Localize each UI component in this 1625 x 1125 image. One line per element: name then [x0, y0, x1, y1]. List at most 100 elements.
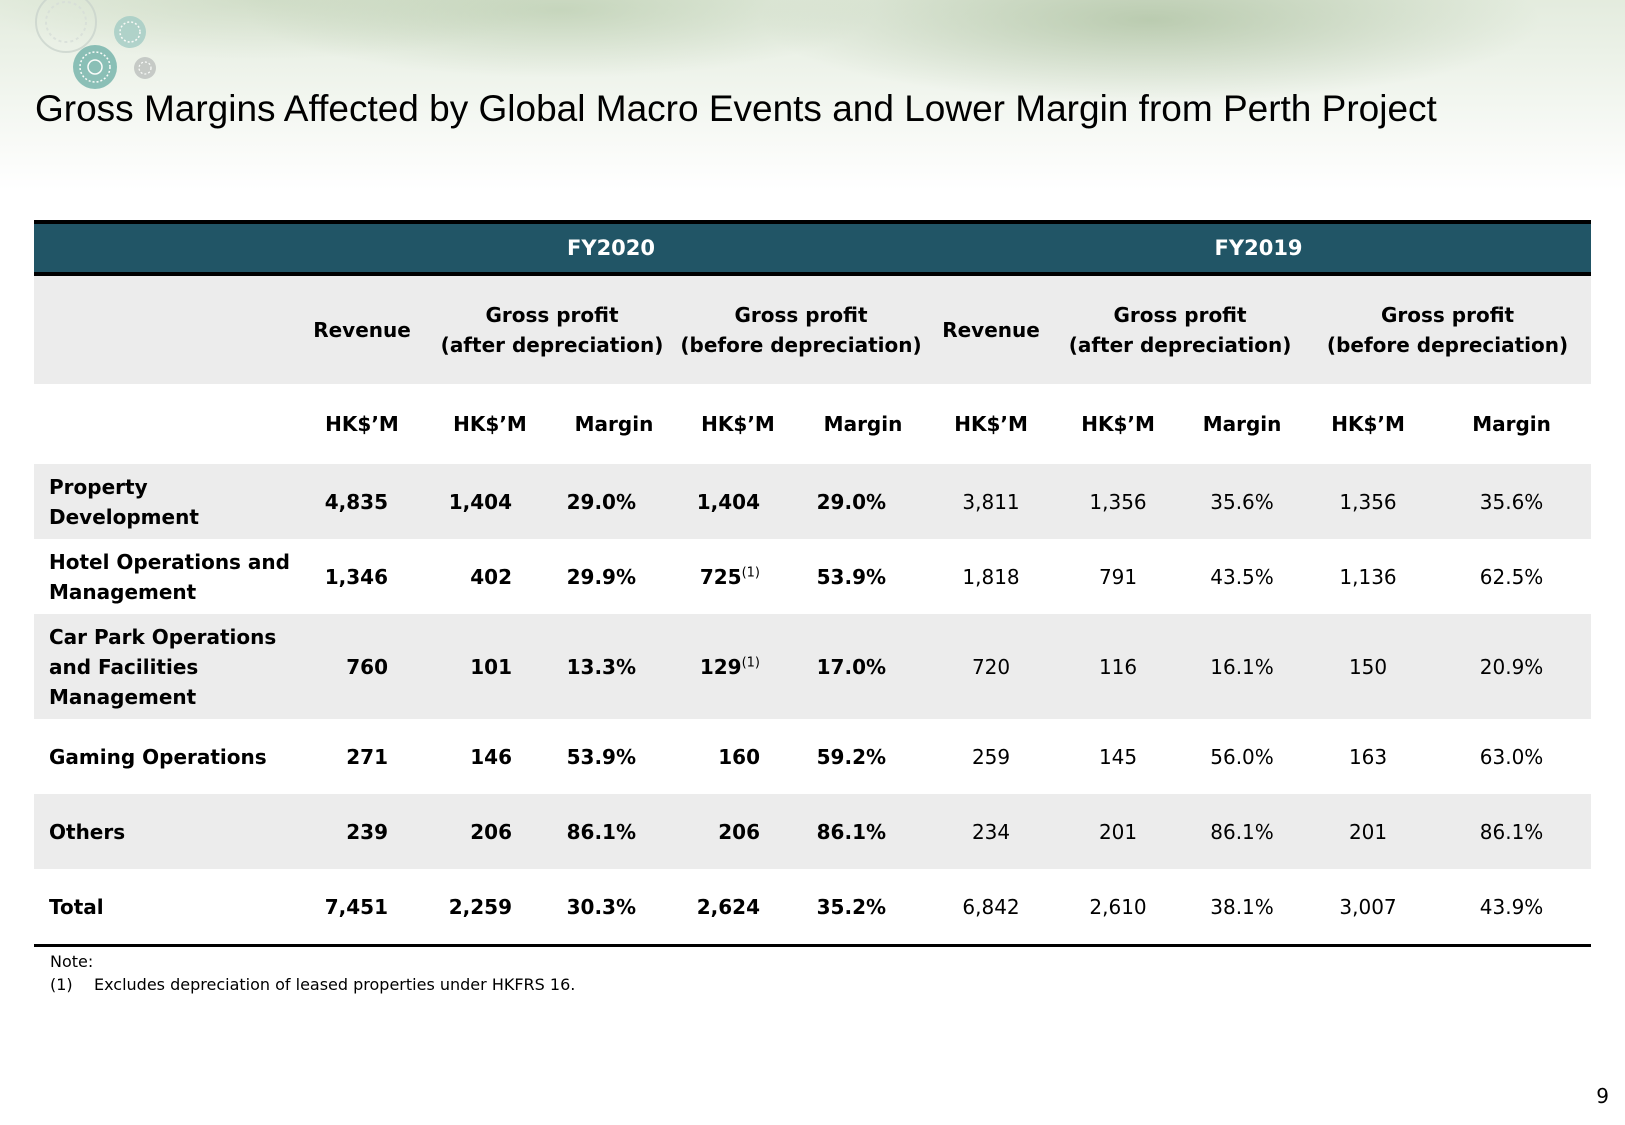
- row-label: Property Development: [34, 464, 296, 539]
- fy2019-margin-after-cell: 56.0%: [1210, 744, 1274, 769]
- fy2020-revenue-header: Revenue: [296, 274, 428, 384]
- fy2019-margin-before-cell: 86.1%: [1432, 794, 1592, 869]
- note-item: (1) Excludes depreciation of leased prope…: [50, 973, 575, 996]
- footnote-block: Note: (1) Excludes depreciation of leased…: [50, 950, 575, 996]
- fy2019-revenue-cell: 234: [926, 794, 1057, 869]
- total-row: Total 7,451 2,259 30.3% 2,624 35.2% 6,84…: [34, 869, 1592, 947]
- fy2020-revenue-cell: 239: [296, 794, 428, 869]
- fy2019-gp-before-cell: 1,356: [1304, 464, 1433, 539]
- fy2019-revenue-cell: 6,842: [926, 869, 1057, 947]
- fy2020-gp-before-cell: 725(1): [699, 564, 760, 589]
- table-row: Property Development 4,835 1,404 29.0% 1,…: [34, 464, 1592, 539]
- unit-header: HK$’M: [926, 384, 1057, 464]
- fy2020-revenue-cell: 4,835: [296, 464, 428, 539]
- fy2020-header: FY2020: [296, 220, 927, 276]
- row-label: Total: [34, 869, 296, 947]
- margin-header: Margin: [800, 384, 927, 464]
- gross-margin-table: FY2020 FY2019 Revenue Gross profit (after…: [34, 220, 1592, 947]
- fy2019-gp-before-cell: 150: [1304, 614, 1433, 719]
- company-logo-icon: [35, 0, 156, 89]
- unit-header: HK$’M: [1304, 384, 1433, 464]
- unit-header: HK$’M: [428, 384, 552, 464]
- fy2019-margin-before-cell: 20.9%: [1432, 614, 1592, 719]
- fy2020-revenue-cell: 7,451: [296, 869, 428, 947]
- fy2019-gp-after-cell: 145: [1098, 744, 1138, 769]
- fy2020-gp-before-cell: 2,624: [676, 869, 800, 947]
- fy2019-gp-before-header: Gross profit (before depreciation): [1304, 274, 1592, 384]
- fy2019-margin-after-cell: 16.1%: [1180, 614, 1305, 719]
- fy2019-gp-after-cell: 2,610: [1056, 869, 1181, 947]
- fy2019-gp-before-cell: 163: [1348, 744, 1388, 769]
- fy2019-revenue-cell: 720: [926, 614, 1057, 719]
- fy2019-margin-after-cell: 86.1%: [1180, 794, 1305, 869]
- fy2020-margin-after-cell: 86.1%: [552, 794, 676, 869]
- fy2019-gp-before-cell: 1,136: [1339, 564, 1397, 589]
- fy2020-margin-after-cell: 30.3%: [552, 869, 676, 947]
- fy2019-margin-before-cell: 35.6%: [1432, 464, 1592, 539]
- table-row: Gaming Operations 271 146 53.9% 160 59.2…: [34, 719, 1591, 794]
- fy2019-margin-after-cell: 38.1%: [1180, 869, 1305, 947]
- fy2019-gp-before-cell: 3,007: [1304, 869, 1433, 947]
- fy2019-gp-before-cell: 201: [1304, 794, 1433, 869]
- row-label: Others: [34, 794, 296, 869]
- note-item-text: Excludes depreciation of leased properti…: [94, 975, 576, 994]
- header-blank: [34, 220, 296, 276]
- fy2020-margin-before-cell: 35.2%: [800, 869, 927, 947]
- fy2019-gp-after-cell: 791: [1098, 564, 1138, 589]
- fiscal-year-header-row: FY2020 FY2019: [34, 220, 1592, 276]
- table-row: Others 239 206 86.1% 206 86.1% 234 201 8…: [34, 794, 1592, 869]
- fy2019-gp-after-cell: 201: [1056, 794, 1181, 869]
- table-row: Hotel Operations and Management 1,346 402…: [34, 539, 1591, 614]
- row-label: Gaming Operations: [49, 744, 267, 769]
- table-row: Car Park Operations and Facilities Managem…: [34, 614, 1592, 719]
- fy2020-margin-after-cell: 53.9%: [566, 744, 636, 769]
- fy2020-revenue-cell: 1,346: [324, 564, 388, 589]
- fy2020-revenue-cell: 760: [296, 614, 428, 719]
- fy2020-gp-before-cell: 160: [718, 744, 760, 769]
- fy2019-margin-before-cell: 43.9%: [1432, 869, 1592, 947]
- fy2020-gp-before-header: Gross profit (before depreciation): [676, 274, 927, 384]
- fy2019-revenue-cell: 1,818: [962, 564, 1020, 589]
- fy2020-gp-after-cell: 2,259: [428, 869, 552, 947]
- fy2020-gp-before-cell: 129(1): [676, 614, 800, 719]
- fy2019-revenue-cell: 259: [971, 744, 1011, 769]
- fy2020-margin-before-cell: 86.1%: [800, 794, 927, 869]
- fy2020-gp-after-cell: 101: [428, 614, 552, 719]
- fy2020-gp-before-cell: 1,404: [676, 464, 800, 539]
- fy2019-margin-before-cell: 63.0%: [1479, 744, 1544, 769]
- fy2020-margin-before-cell: 29.0%: [800, 464, 927, 539]
- fy2020-gp-before-cell: 206: [676, 794, 800, 869]
- fy2020-margin-after-cell: 29.9%: [566, 564, 636, 589]
- fy2020-margin-before-cell: 53.9%: [816, 564, 887, 589]
- unit-header-row: HK$’M HK$’M Margin HK$’M Margin HK$’M HK…: [34, 384, 1592, 464]
- column-group-header-row: Revenue Gross profit (after depreciation)…: [34, 274, 1592, 384]
- fy2020-margin-before-cell: 17.0%: [800, 614, 927, 719]
- fy2019-margin-before-cell: 62.5%: [1479, 564, 1544, 589]
- fy2020-gp-after-cell: 402: [470, 564, 512, 589]
- row-label: Car Park Operations and Facilities Managem…: [34, 614, 296, 719]
- header-blank: [34, 384, 296, 464]
- fy2019-header: FY2019: [926, 220, 1592, 276]
- fy2019-revenue-header: Revenue: [926, 274, 1057, 384]
- fy2020-gp-after-header: Gross profit (after depreciation): [428, 274, 676, 384]
- header-blank: [34, 274, 296, 384]
- unit-header: HK$’M: [676, 384, 800, 464]
- fy2020-margin-before-cell: 59.2%: [816, 744, 887, 769]
- margin-header: Margin: [552, 384, 676, 464]
- margin-header: Margin: [1432, 384, 1592, 464]
- fy2020-margin-after-cell: 29.0%: [552, 464, 676, 539]
- unit-header: HK$’M: [1056, 384, 1181, 464]
- fy2020-margin-after-cell: 13.3%: [552, 614, 676, 719]
- fy2019-margin-after-cell: 43.5%: [1210, 564, 1274, 589]
- fy2019-margin-after-cell: 35.6%: [1180, 464, 1305, 539]
- row-label: Hotel Operations and Management: [49, 549, 290, 604]
- fy2019-gp-after-header: Gross profit (after depreciation): [1056, 274, 1305, 384]
- note-item-number: (1): [50, 975, 73, 994]
- fy2020-gp-after-cell: 1,404: [428, 464, 552, 539]
- fy2019-revenue-cell: 3,811: [926, 464, 1057, 539]
- fy2019-gp-after-cell: 1,356: [1056, 464, 1181, 539]
- fy2019-gp-after-cell: 116: [1056, 614, 1181, 719]
- fy2020-gp-after-cell: 206: [428, 794, 552, 869]
- unit-header: HK$’M: [296, 384, 428, 464]
- margin-header: Margin: [1180, 384, 1305, 464]
